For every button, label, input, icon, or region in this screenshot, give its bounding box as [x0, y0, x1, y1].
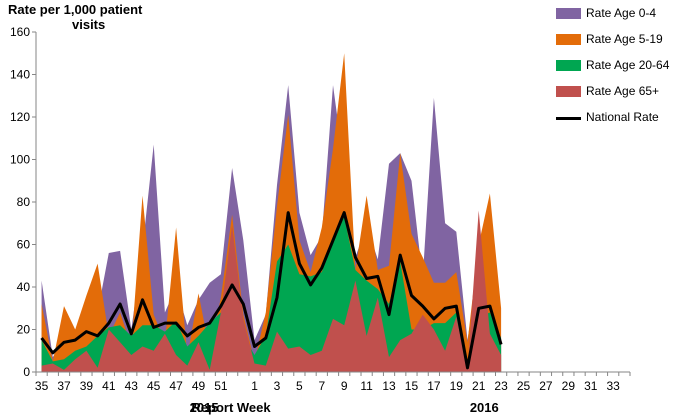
legend-item-national-rate: National Rate — [556, 110, 686, 136]
legend-item-age-0-4: Rate Age 0-4 — [556, 6, 686, 32]
line-series-group — [40, 211, 503, 370]
y-tick-label: 140 — [10, 68, 30, 82]
legend-label-national-rate: National Rate — [586, 110, 659, 124]
y-axis-label-line-2: visits — [72, 17, 106, 32]
x-tick-label: 3 — [274, 379, 281, 393]
area-rate-age-20-64 — [41, 216, 502, 372]
legend-item-age-5-19: Rate Age 5-19 — [556, 32, 686, 58]
x-tick-label: 19 — [450, 379, 464, 393]
legend-swatch-age-5-19 — [556, 34, 581, 45]
area-series-group — [41, 53, 502, 373]
x-tick-label: 45 — [147, 379, 161, 393]
x-tick-label: 21 — [472, 379, 486, 393]
y-tick-label: 160 — [10, 25, 30, 39]
x-tick-label: 47 — [169, 379, 183, 393]
area-rate-age-5-19 — [41, 53, 502, 373]
y-tick-label: 120 — [10, 110, 30, 124]
legend-item-age-20-64: Rate Age 20-64 — [556, 58, 686, 84]
y-tick-label: 0 — [23, 365, 30, 379]
legend: Rate Age 0-4 Rate Age 5-19 Rate Age 20-6… — [556, 6, 686, 136]
x-tick-label: 31 — [584, 379, 598, 393]
y-tick-label: 60 — [17, 238, 31, 252]
legend-label-age-0-4: Rate Age 0-4 — [586, 6, 657, 20]
legend-label-age-20-64: Rate Age 20-64 — [586, 58, 670, 72]
legend-swatch-age-65-plus — [556, 86, 581, 97]
x-tick-label: 43 — [125, 379, 139, 393]
x-tick-label: 29 — [562, 379, 576, 393]
x-tick-label: 11 — [360, 379, 373, 393]
x-tick-label: 23 — [494, 379, 508, 393]
x-tick-label: 5 — [296, 379, 303, 393]
x-tick-label: 35 — [35, 379, 49, 393]
x-axis-label: Report Week — [191, 400, 271, 415]
x-tick-label: 13 — [382, 379, 396, 393]
x-tick-label: 9 — [341, 379, 348, 393]
y-axis-label: Rate per 1,000 patient visits — [8, 2, 142, 32]
y-axis-label-line-1: Rate per 1,000 patient — [8, 2, 143, 17]
legend-swatch-age-0-4 — [556, 8, 581, 19]
x-tick-label: 33 — [607, 379, 621, 393]
line-national-rate — [40, 211, 503, 370]
x-tick-label: 1 — [251, 379, 258, 393]
x-tick-label: 37 — [57, 379, 71, 393]
x-tick-label: 25 — [517, 379, 531, 393]
legend-line-national-rate — [556, 117, 581, 120]
legend-label-age-65-plus: Rate Age 65+ — [586, 84, 660, 98]
x-tick-label: 39 — [80, 379, 94, 393]
y-tick-label: 20 — [17, 323, 31, 337]
year-label: 2015 — [190, 400, 219, 415]
legend-label-age-5-19: Rate Age 5-19 — [586, 32, 663, 46]
y-tick-label: 40 — [17, 280, 31, 294]
x-tick-label: 7 — [318, 379, 325, 393]
x-tick-label: 49 — [192, 379, 206, 393]
year-label: 2016 — [470, 400, 499, 415]
y-tick-label: 80 — [17, 195, 31, 209]
x-tick-label: 15 — [405, 379, 419, 393]
x-tick-label: 17 — [427, 379, 441, 393]
x-tick-label: 27 — [539, 379, 553, 393]
x-tick-label: 41 — [102, 379, 116, 393]
y-tick-label: 100 — [10, 153, 30, 167]
legend-swatch-age-20-64 — [556, 60, 581, 71]
area-rate-age-65 — [41, 210, 502, 372]
x-tick-label: 51 — [214, 379, 228, 393]
legend-item-age-65-plus: Rate Age 65+ — [556, 84, 686, 110]
